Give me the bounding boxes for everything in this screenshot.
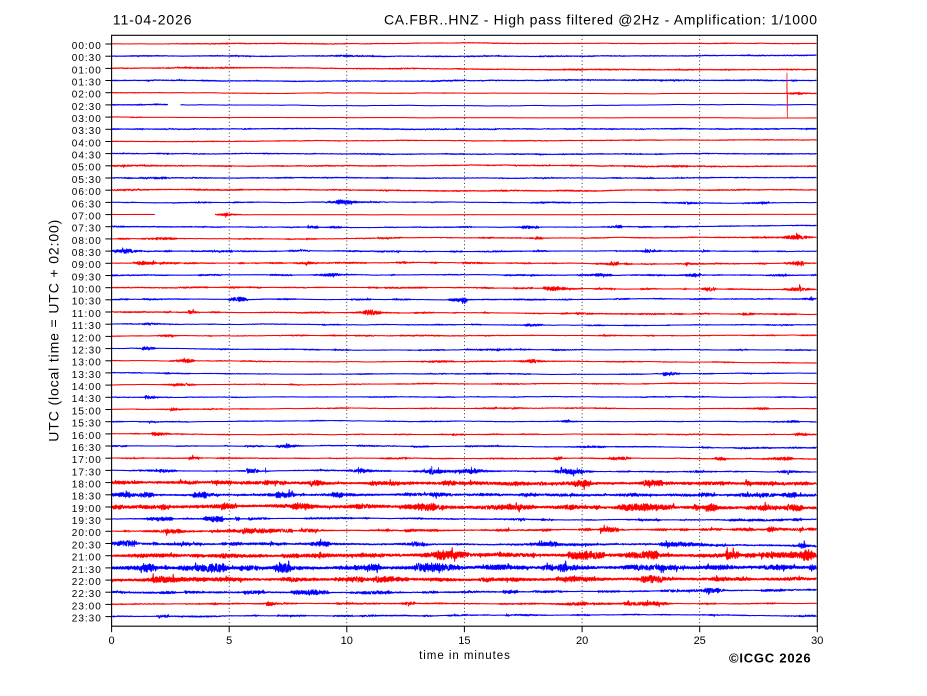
svg-text:05:30: 05:30 (72, 175, 101, 186)
svg-text:22:30: 22:30 (72, 589, 101, 600)
svg-text:06:30: 06:30 (72, 199, 101, 210)
svg-text:10: 10 (341, 635, 353, 647)
svg-text:16:00: 16:00 (72, 431, 101, 442)
svg-text:13:30: 13:30 (72, 370, 101, 381)
svg-text:12:30: 12:30 (72, 346, 101, 357)
svg-text:15:00: 15:00 (72, 406, 101, 417)
svg-text:22:00: 22:00 (72, 577, 101, 588)
svg-text:23:30: 23:30 (72, 614, 101, 625)
svg-text:06:00: 06:00 (72, 187, 101, 198)
svg-text:01:30: 01:30 (72, 77, 101, 88)
svg-text:08:00: 08:00 (72, 236, 101, 247)
svg-text:UTC (local time = UTC + 02:00): UTC (local time = UTC + 02:00) (46, 220, 62, 442)
svg-text:0: 0 (109, 635, 115, 647)
svg-text:23:00: 23:00 (72, 601, 101, 612)
svg-text:21:00: 21:00 (72, 553, 101, 564)
svg-text:21:30: 21:30 (72, 565, 101, 576)
svg-text:19:00: 19:00 (72, 504, 101, 515)
svg-text:17:30: 17:30 (72, 467, 101, 478)
svg-text:15:30: 15:30 (72, 419, 101, 430)
svg-text:08:30: 08:30 (72, 248, 101, 259)
svg-text:11-04-2026: 11-04-2026 (113, 12, 192, 28)
svg-text:13:00: 13:00 (72, 358, 101, 369)
svg-text:03:00: 03:00 (72, 114, 101, 125)
svg-text:17:00: 17:00 (72, 455, 101, 466)
svg-text:10:00: 10:00 (72, 285, 101, 296)
svg-text:01:00: 01:00 (72, 65, 101, 76)
svg-text:11:00: 11:00 (72, 309, 101, 320)
svg-text:18:30: 18:30 (72, 492, 101, 503)
svg-text:00:00: 00:00 (72, 41, 101, 52)
svg-text:20: 20 (576, 635, 588, 647)
svg-text:16:30: 16:30 (72, 443, 101, 454)
svg-text:00:30: 00:30 (72, 53, 101, 64)
svg-text:25: 25 (694, 635, 706, 647)
svg-text:05:00: 05:00 (72, 163, 101, 174)
svg-text:09:00: 09:00 (72, 260, 101, 271)
svg-text:©ICGC 2026: ©ICGC 2026 (729, 651, 811, 666)
svg-text:18:00: 18:00 (72, 480, 101, 491)
svg-text:20:30: 20:30 (72, 540, 101, 551)
svg-text:07:00: 07:00 (72, 212, 101, 223)
svg-text:11:30: 11:30 (72, 321, 101, 332)
svg-text:20:00: 20:00 (72, 528, 101, 539)
svg-text:02:30: 02:30 (72, 102, 101, 113)
svg-text:03:30: 03:30 (72, 126, 101, 137)
svg-text:09:30: 09:30 (72, 272, 101, 283)
svg-text:5: 5 (226, 635, 232, 647)
svg-text:02:00: 02:00 (72, 90, 101, 101)
svg-text:07:30: 07:30 (72, 224, 101, 235)
svg-text:19:30: 19:30 (72, 516, 101, 527)
svg-text:30: 30 (811, 635, 823, 647)
svg-text:10:30: 10:30 (72, 297, 101, 308)
svg-text:04:30: 04:30 (72, 151, 101, 162)
svg-text:12:00: 12:00 (72, 333, 101, 344)
svg-text:14:00: 14:00 (72, 382, 101, 393)
svg-text:CA.FBR..HNZ - High pass filter: CA.FBR..HNZ - High pass filtered @2Hz - … (384, 12, 817, 28)
svg-text:time in minutes: time in minutes (419, 650, 510, 662)
svg-text:15: 15 (458, 635, 470, 647)
svg-text:04:00: 04:00 (72, 138, 101, 149)
svg-text:14:30: 14:30 (72, 394, 101, 405)
